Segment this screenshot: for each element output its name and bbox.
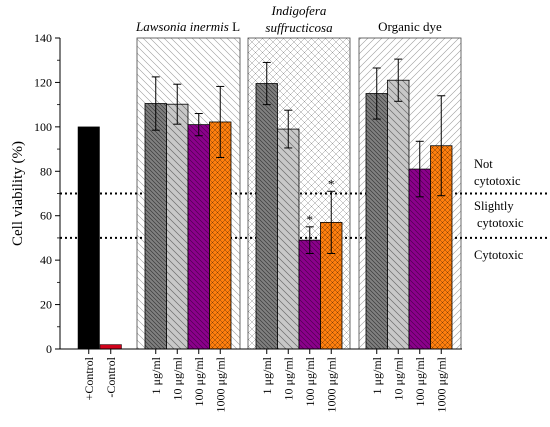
group-label-italic: Lawsonia inermis: [135, 19, 229, 34]
bar-hatch: [187, 124, 210, 350]
y-tick-label: 80: [40, 164, 52, 178]
y-tick-label: 100: [34, 120, 52, 134]
bar-hatch: [298, 239, 321, 350]
significance-marker: *: [328, 176, 335, 191]
bar-control: [99, 344, 122, 350]
group-label-indigofera: Indigofera: [271, 3, 327, 18]
zone-label: Cytotoxic: [474, 248, 524, 262]
y-axis-title: Cell viability (%): [10, 141, 26, 246]
x-tick-label: 100 μg/ml: [413, 356, 427, 406]
x-tick-label: 10 μg/ml: [281, 356, 295, 400]
x-tick-label: 1000 μg/ml: [324, 356, 338, 412]
group-label-indigofera: suffructicosa: [265, 20, 333, 35]
x-tick-label: 1 μg/ml: [149, 356, 163, 394]
x-tick-label: 100 μg/ml: [192, 356, 206, 406]
group-label-suffix: L: [229, 19, 240, 34]
y-tick-label: 120: [34, 75, 52, 89]
x-tick-label: 1000 μg/ml: [434, 356, 448, 412]
bar-hatch: [166, 103, 189, 350]
y-tick-label: 40: [40, 253, 52, 267]
bar-hatch: [277, 128, 300, 350]
x-tick-label: +Control: [82, 356, 96, 400]
zone-label: cytotoxic: [474, 174, 521, 188]
x-tick-label: 100 μg/ml: [303, 356, 317, 406]
group-label-organic-dye: Organic dye: [378, 19, 442, 34]
significance-marker: *: [307, 212, 314, 227]
y-tick-label: 140: [34, 31, 52, 45]
bar-control: [77, 126, 100, 350]
bar-hatch: [365, 93, 388, 350]
bar-hatch: [144, 103, 167, 350]
x-tick-label: -Control: [104, 356, 118, 397]
x-tick-label: 1 μg/ml: [260, 356, 274, 394]
bar-hatch: [255, 83, 278, 350]
zone-label: Slightly: [474, 199, 514, 213]
y-tick-label: 0: [46, 342, 52, 356]
x-tick-label: 1 μg/ml: [370, 356, 384, 394]
zone-label: cytotoxic: [477, 216, 524, 230]
zone-label: Not: [474, 157, 493, 171]
x-tick-label: 1000 μg/ml: [213, 356, 227, 412]
y-tick-label: 60: [40, 209, 52, 223]
group-label-lawsonia: Lawsonia inermis L: [135, 19, 240, 34]
y-tick-label: 20: [40, 298, 52, 312]
bar-hatch: [387, 79, 410, 350]
x-tick-label: 10 μg/ml: [170, 356, 184, 400]
x-tick-label: 10 μg/ml: [391, 356, 405, 400]
